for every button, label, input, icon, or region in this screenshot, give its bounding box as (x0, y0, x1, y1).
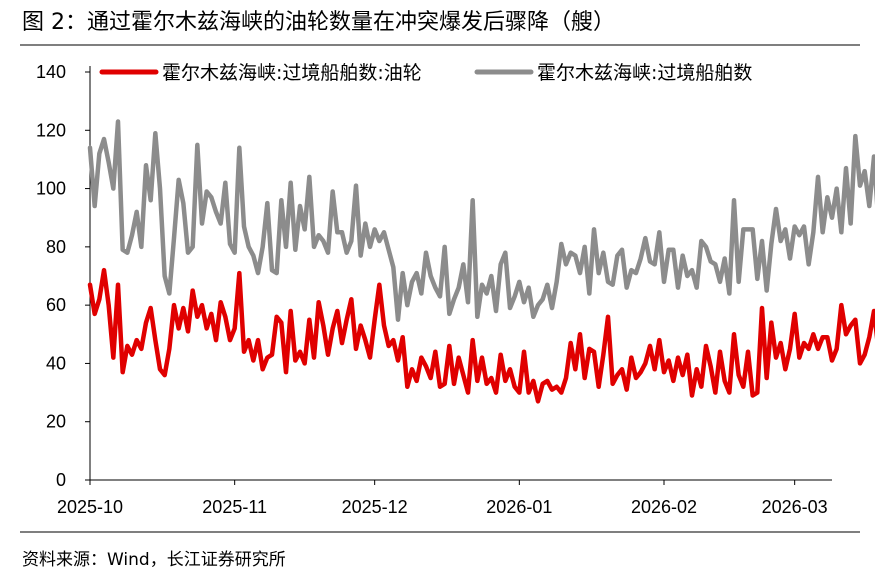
legend-label: 霍尔木兹海峡:过境船舶数 (537, 62, 752, 84)
y-tick-label: 80 (46, 237, 66, 257)
y-tick-label: 0 (56, 470, 66, 490)
x-tick-label: 2026-02 (631, 497, 697, 517)
y-tick-label: 60 (46, 295, 66, 315)
y-tick-label: 100 (36, 179, 66, 199)
source-note: 资料来源：Wind，长江证券研究所 (22, 550, 286, 570)
series-line-tankers (87, 267, 875, 404)
x-axis-labels: 2025-10 2025-11 2025-12 2026-01 2026-02 2026-… (57, 497, 828, 517)
series-line-all-vessels (87, 119, 875, 322)
x-tick-label: 2026-01 (486, 497, 552, 517)
bottom-rule (20, 531, 860, 533)
legend-label: 霍尔木兹海峡:过境船舶数:油轮 (162, 62, 422, 84)
chart-legend: 霍尔木兹海峡:过境船舶数:油轮 霍尔木兹海峡:过境船舶数 (99, 62, 752, 84)
x-tick-label: 2025-12 (342, 497, 408, 517)
chart-axes (85, 66, 832, 485)
y-tick-label: 120 (36, 120, 66, 140)
line-chart: 0 20 40 60 80 100 120 140 2025-10 2025-11 2025-12… (36, 62, 875, 517)
figure-title: 图 2：通过霍尔木兹海峡的油轮数量在冲突爆发后骤降（艘） (22, 10, 615, 35)
y-tick-label: 20 (46, 412, 66, 432)
x-tick-label: 2025-11 (202, 497, 267, 517)
chart-series (87, 119, 875, 404)
y-axis-labels: 0 20 40 60 80 100 120 140 (36, 62, 66, 490)
y-tick-label: 140 (36, 62, 66, 82)
x-tick-label: 2025-10 (57, 497, 123, 517)
y-tick-label: 40 (46, 353, 66, 373)
x-tick-label: 2026-03 (762, 497, 828, 517)
top-rule (20, 44, 860, 46)
